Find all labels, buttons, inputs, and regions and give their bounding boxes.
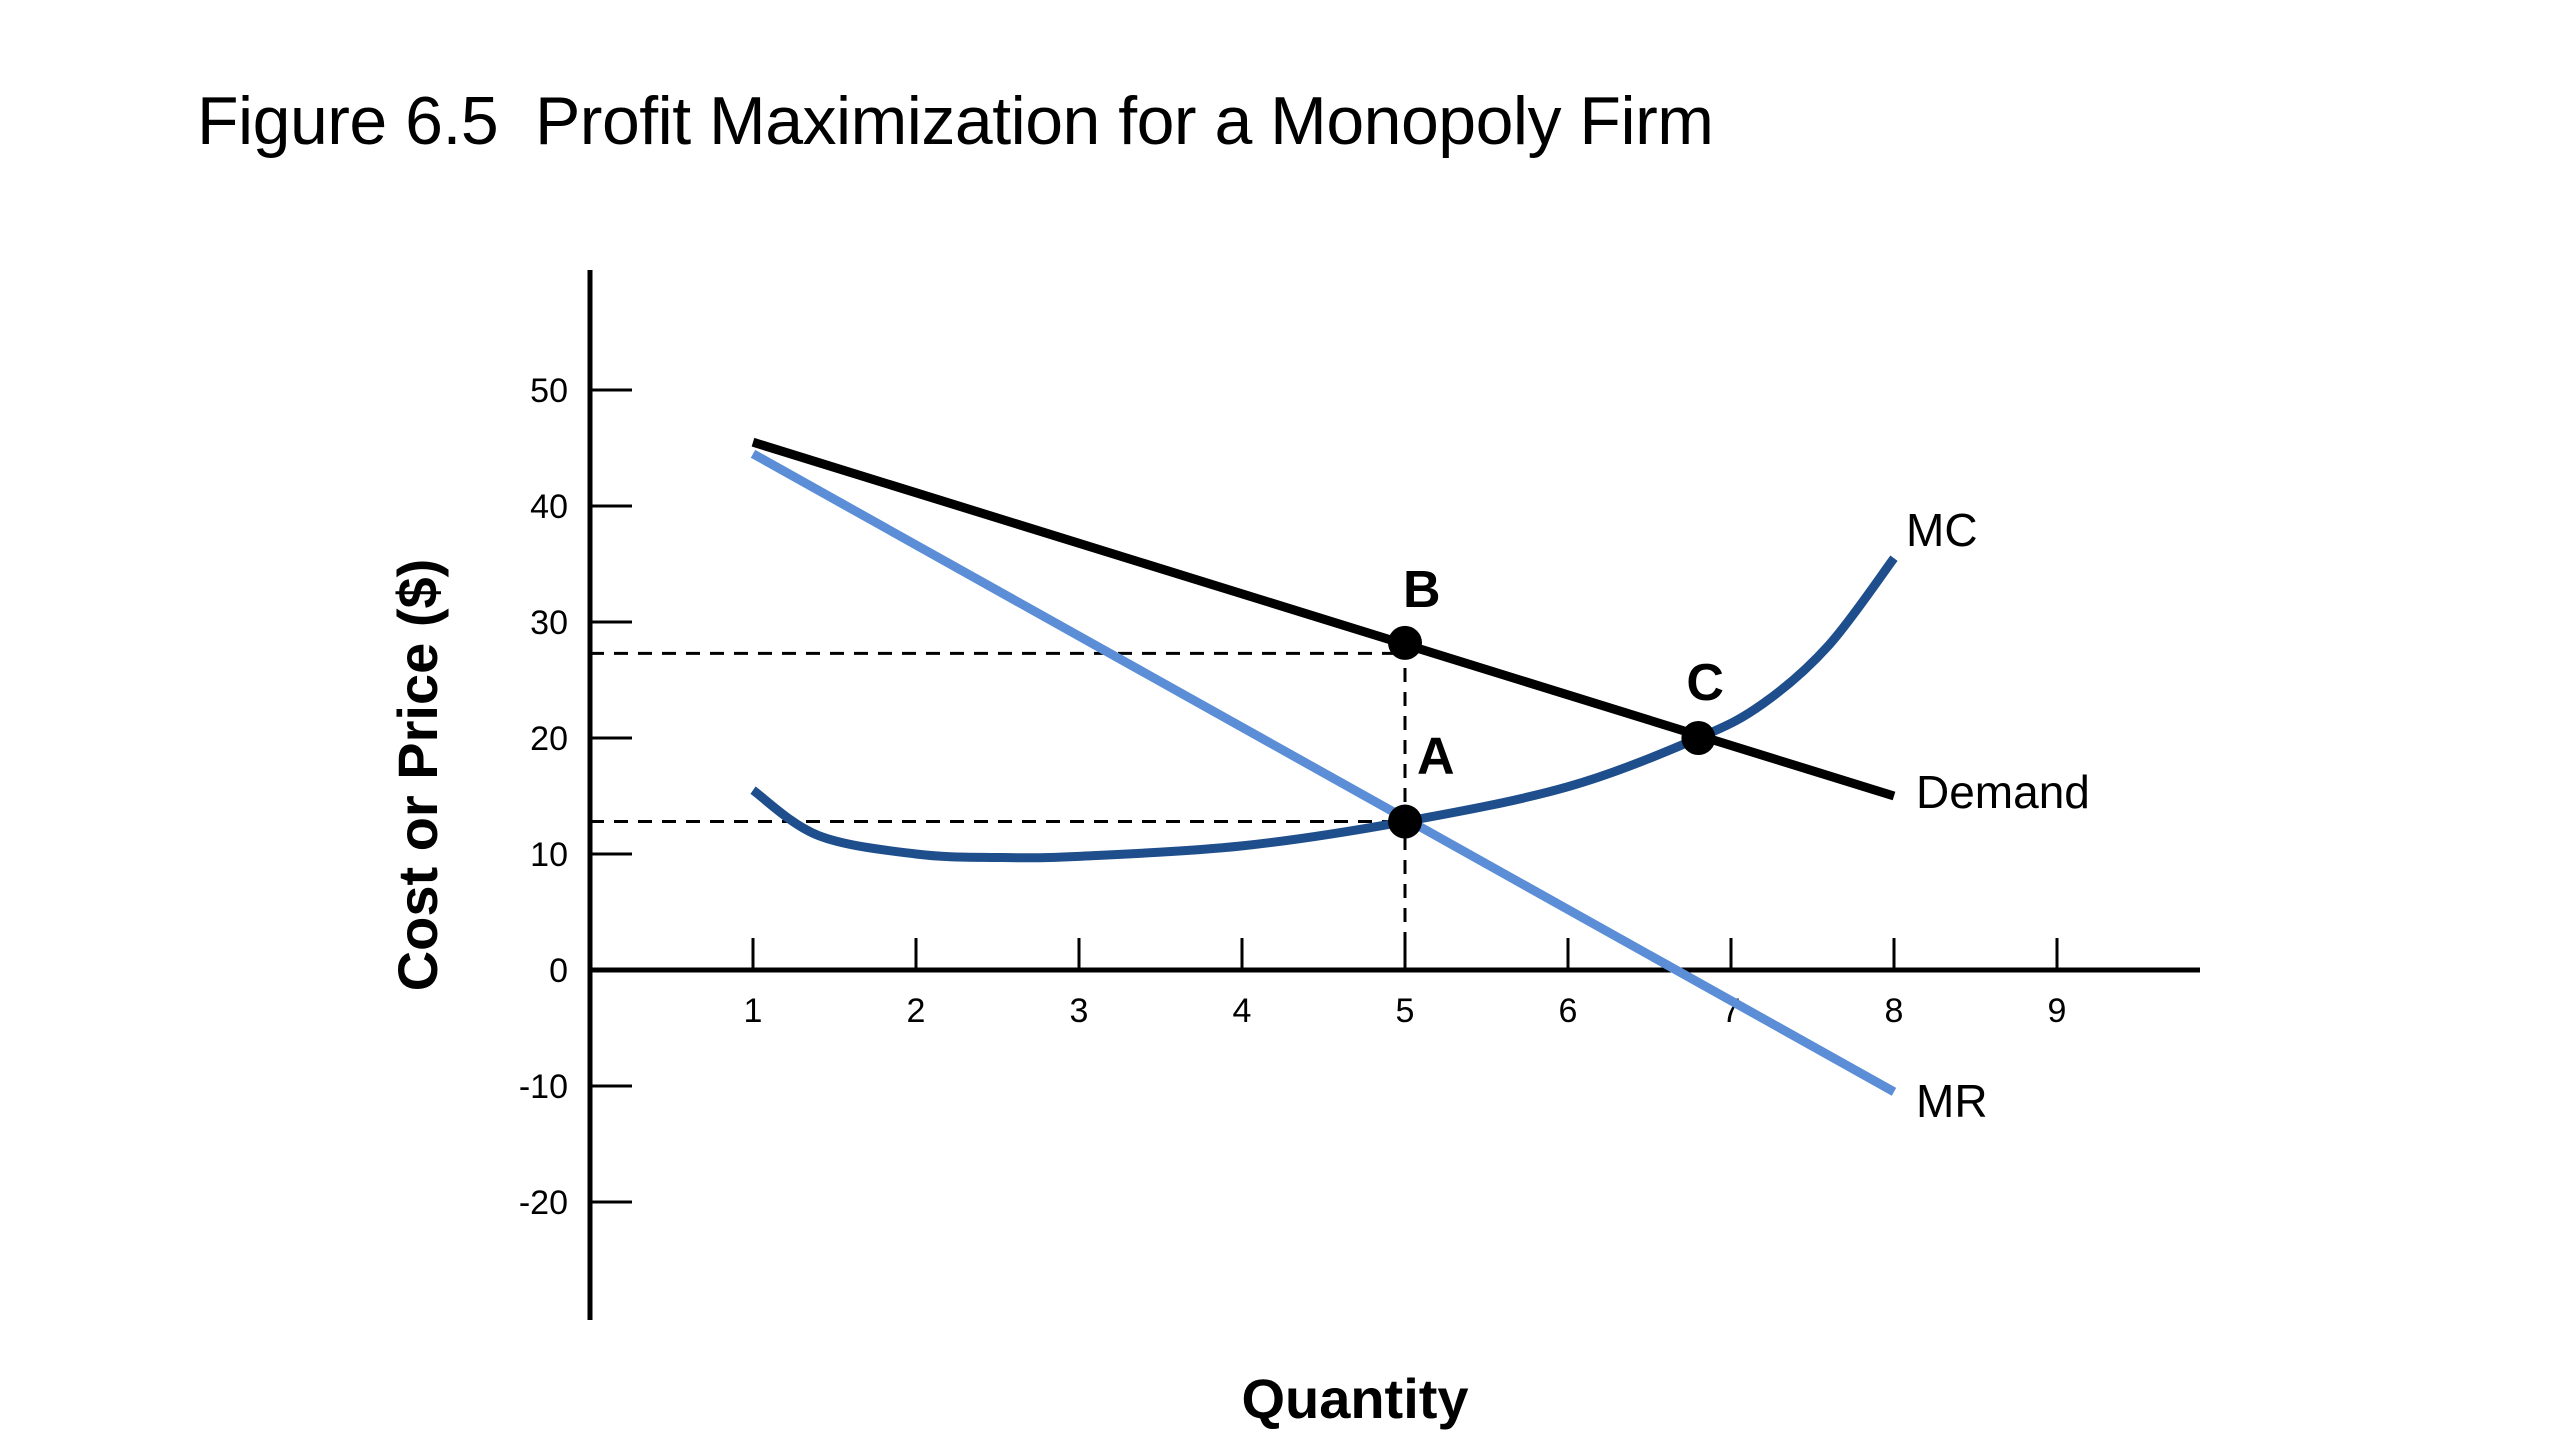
y-tick-label: 30	[530, 604, 568, 642]
point-b	[1388, 625, 1422, 660]
point-a	[1388, 804, 1422, 839]
series-label-demand: Demand	[1916, 766, 2090, 818]
y-tick-label: -20	[519, 1184, 568, 1222]
point-label-c: C	[1686, 654, 1724, 712]
point-label-b: B	[1403, 561, 1441, 619]
series-label-mc: MC	[1906, 504, 1978, 556]
y-tick-label: 10	[530, 836, 568, 874]
y-tick-label: 20	[530, 720, 568, 758]
x-tick-label: 9	[2048, 992, 2067, 1030]
y-tick-label: 50	[530, 372, 568, 410]
x-tick-label: 1	[744, 992, 763, 1030]
point-c	[1681, 721, 1716, 755]
x-tick-label: 2	[907, 992, 926, 1030]
point-label-a: A	[1417, 728, 1455, 786]
series-line-mc	[750, 555, 1898, 863]
series-line-mr	[750, 449, 1897, 1096]
x-tick-label: 8	[1885, 992, 1904, 1030]
chart-title: Figure 6.5 Profit Maximization for a Mon…	[197, 83, 1714, 159]
y-axis-title: Cost or Price ($)	[386, 559, 449, 992]
y-tick-label: 40	[530, 488, 568, 526]
y-tick-label: -10	[519, 1068, 568, 1106]
x-tick-label: 6	[1559, 992, 1578, 1030]
x-axis-title: Quantity	[1241, 1367, 1468, 1430]
x-tick-label: 4	[1233, 992, 1252, 1030]
y-tick-label: 0	[549, 952, 568, 990]
series-label-mr: MR	[1916, 1075, 1988, 1127]
x-tick-label: 3	[1070, 992, 1089, 1030]
x-tick-label: 5	[1396, 992, 1415, 1030]
series-line-demand	[751, 437, 1896, 801]
